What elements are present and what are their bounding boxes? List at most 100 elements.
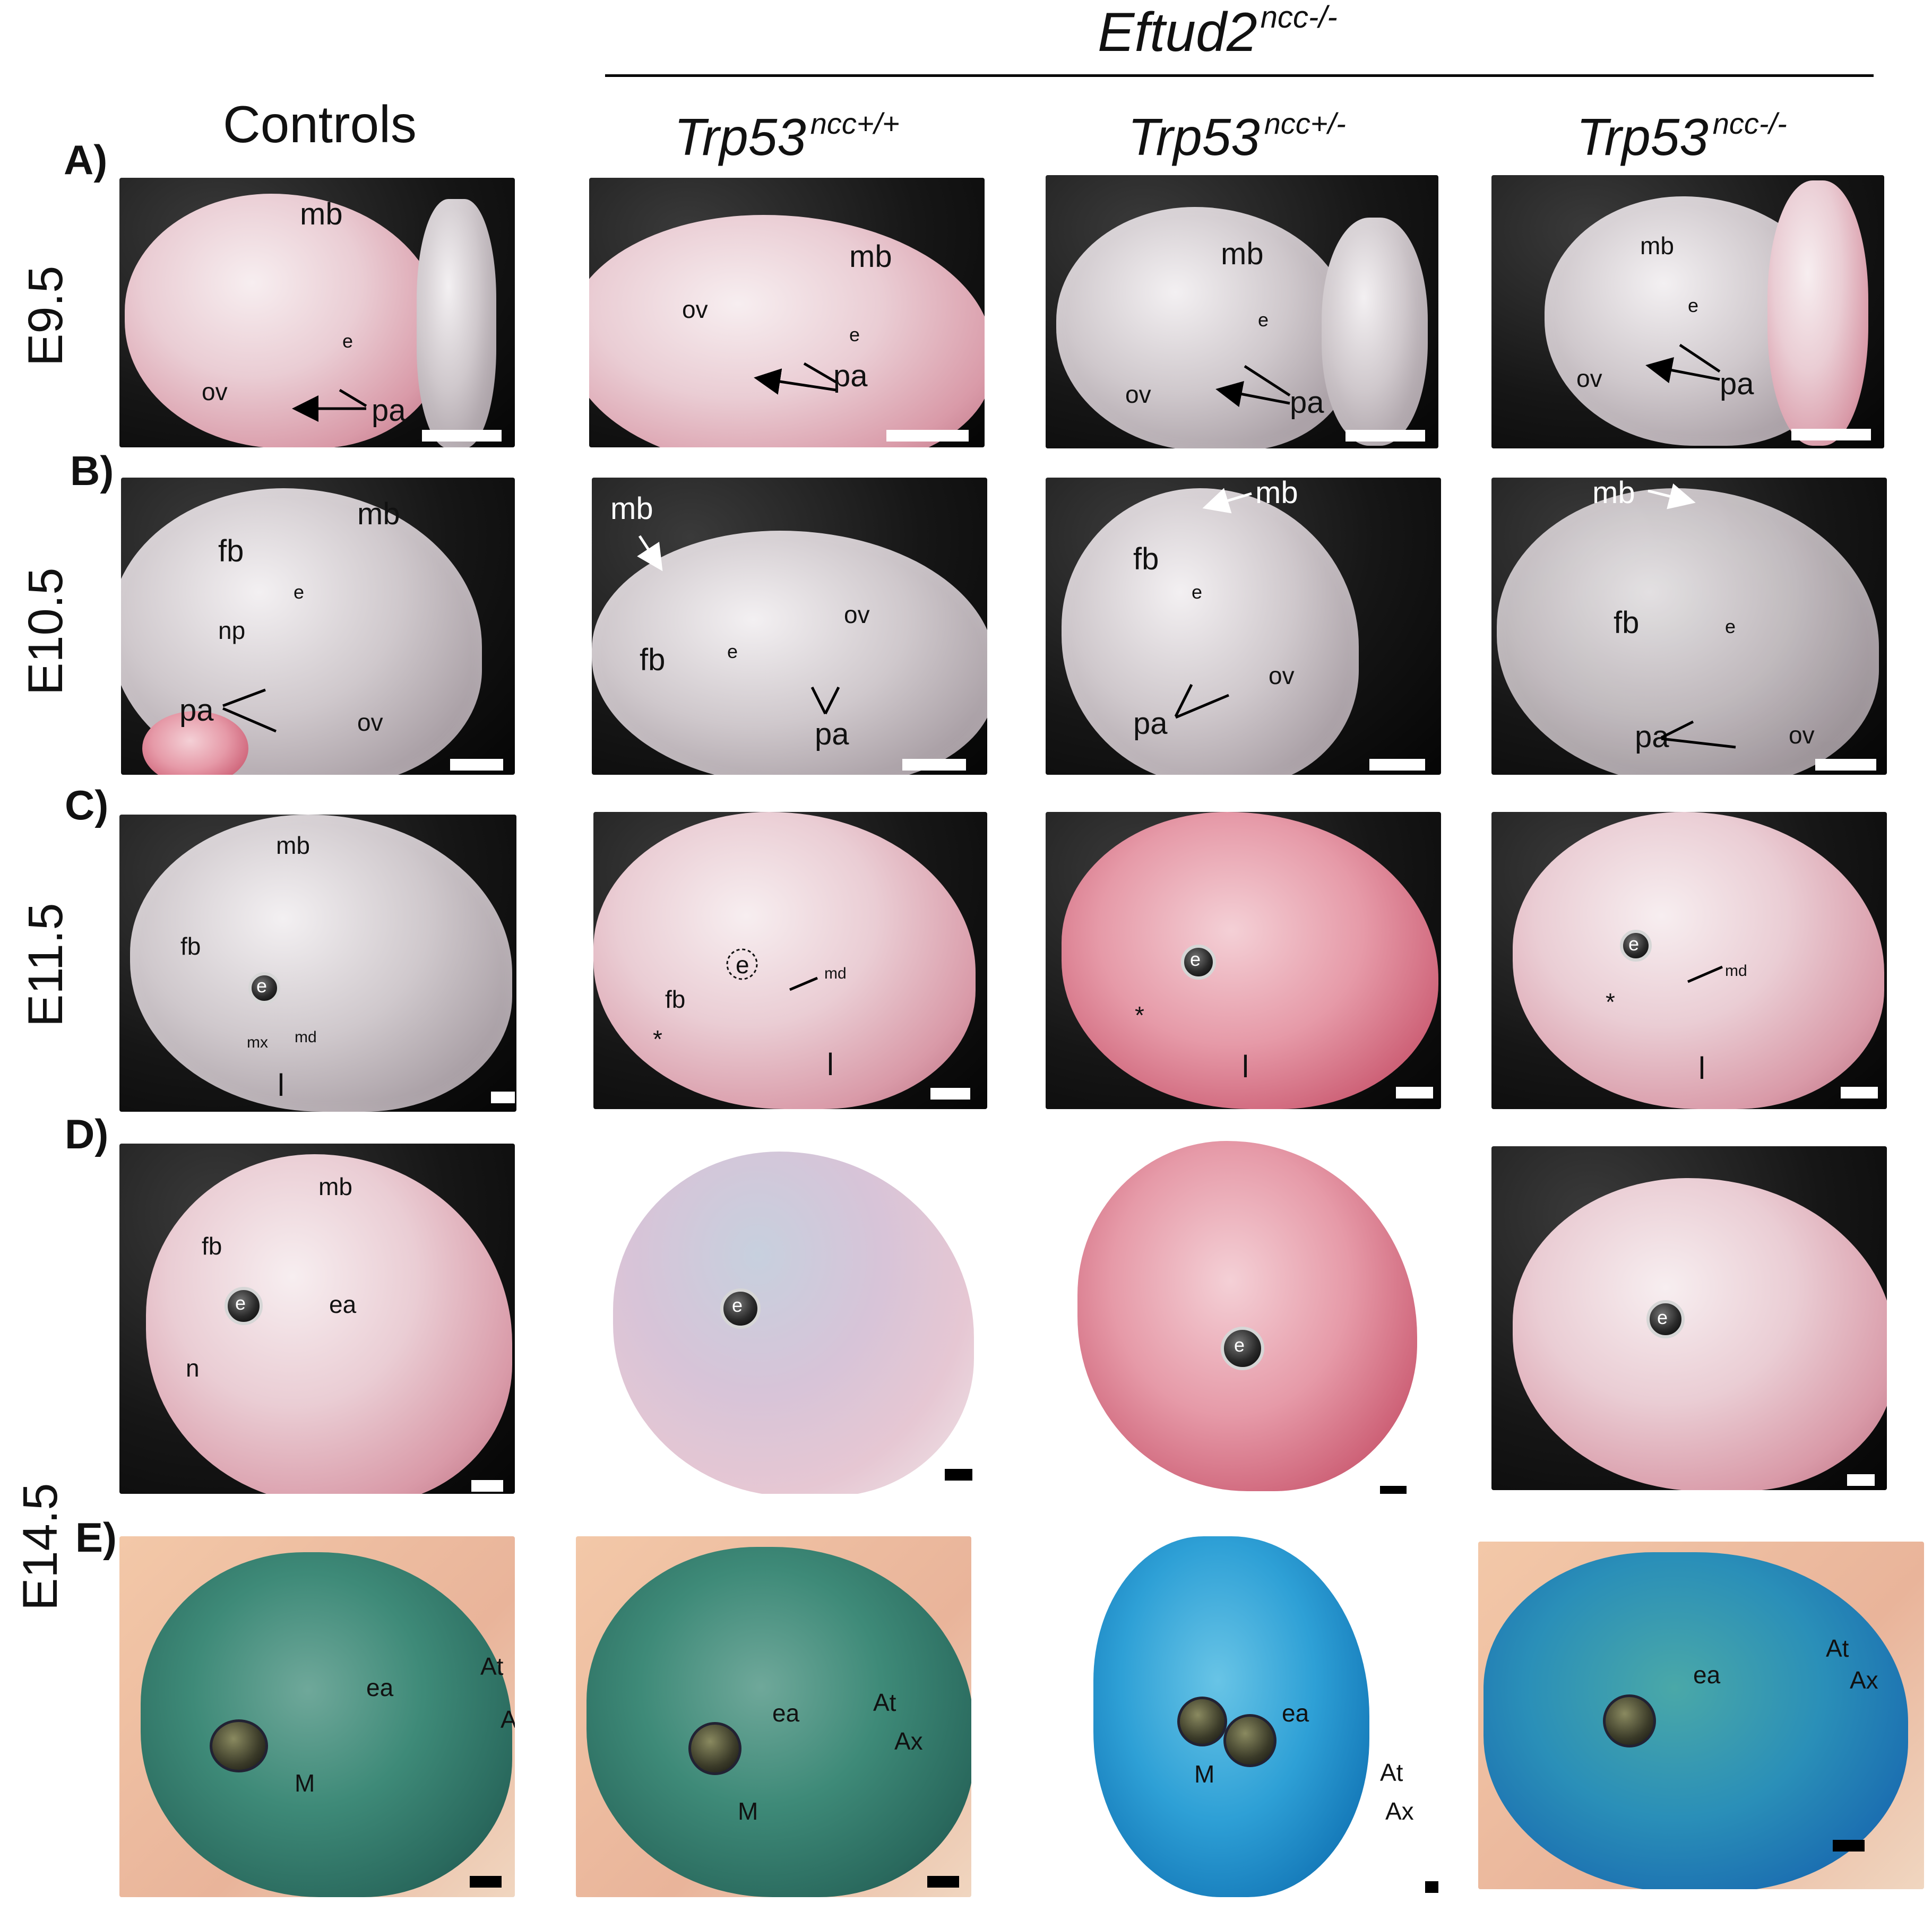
embryo: [130, 815, 512, 1112]
scale-bar: [470, 1876, 502, 1888]
panel-c-controls: mb fb e mx md l: [119, 815, 516, 1112]
scale-bar: [1833, 1840, 1865, 1852]
label-fb: fb: [218, 534, 244, 568]
panel-b-ncc-mm: mb fb e pa ov: [1491, 478, 1887, 775]
eye-right: [1223, 1714, 1276, 1767]
scale-bar: [450, 759, 503, 771]
label-ov: ov: [1576, 365, 1602, 392]
heart: [142, 711, 248, 775]
label-fb: fb: [1614, 605, 1640, 640]
column-title-ncc-mm: Trp53 ncc-/-: [1576, 107, 1787, 166]
embryo: [589, 215, 985, 447]
scale-bar: [927, 1876, 959, 1888]
row-letter-c: C): [65, 782, 109, 828]
embryo: [613, 1152, 974, 1494]
scale-bar: [1425, 1881, 1438, 1893]
row-letter-e: E): [75, 1514, 117, 1561]
label-e: e: [1190, 948, 1201, 970]
label-M: M: [1194, 1760, 1215, 1788]
label-fb: fb: [665, 985, 686, 1013]
label-mx: mx: [247, 1034, 268, 1051]
panel-c-ncc-pm: e * l: [1046, 812, 1441, 1109]
scale-bar: [886, 430, 969, 442]
panel-b-controls: fb mb e np pa ov: [121, 478, 515, 775]
label-pa: pa: [833, 359, 868, 393]
label-Ax: Ax: [1850, 1666, 1878, 1694]
label-pa: pa: [372, 393, 406, 428]
label-n: n: [186, 1354, 200, 1382]
label-Ax: Ax: [501, 1706, 515, 1733]
scale-bar: [1847, 1474, 1875, 1486]
label-md: md: [1725, 962, 1747, 980]
label-mb: mb: [300, 197, 343, 231]
label-mb: mb: [1592, 478, 1635, 510]
label-e: e: [1688, 295, 1699, 316]
label-mb: mb: [357, 497, 400, 531]
embryo: [1513, 1178, 1887, 1490]
label-ov: ov: [202, 378, 228, 405]
eye: [248, 972, 280, 1004]
panel-e-ncc-pp: ea At Ax M: [576, 1536, 971, 1897]
embryo: [141, 1552, 512, 1897]
eye: [1221, 1327, 1264, 1370]
label-mb: mb: [318, 1173, 352, 1200]
embryo: [1497, 488, 1879, 775]
eye: [1620, 930, 1652, 962]
label-pa: pa: [815, 717, 849, 751]
embryo: [1062, 488, 1359, 775]
eye: [225, 1287, 263, 1325]
label-np: np: [218, 617, 246, 644]
embryo: [1093, 1536, 1369, 1897]
panel-d-ncc-pp: e: [592, 1141, 987, 1494]
scale-bar: [945, 1469, 972, 1481]
label-ov: ov: [1125, 380, 1151, 408]
label-e: e: [1258, 309, 1269, 331]
panel-a-controls: mb e ov pa: [119, 178, 515, 447]
label-e: e: [256, 975, 268, 997]
scale-bar: [1369, 759, 1425, 771]
panel-e-controls: ea At Ax M: [119, 1536, 515, 1897]
row-letter-b: B): [70, 447, 114, 494]
label-e: e: [1628, 933, 1640, 955]
label-pa: pa: [179, 693, 214, 728]
label-pa: pa: [1133, 706, 1168, 741]
row-letter-a: A): [64, 136, 108, 183]
column-title-ncc-pp: Trp53 ncc+/+: [674, 107, 900, 166]
label-asterisk: *: [1606, 988, 1615, 1016]
group-title-text: Eftud2: [1098, 2, 1257, 63]
label-ov: ov: [357, 708, 383, 736]
scale-bar: [930, 1088, 970, 1100]
label-md: md: [824, 965, 847, 982]
label-At: At: [873, 1689, 896, 1716]
label-ov: ov: [1269, 662, 1295, 689]
column-title-controls: Controls: [223, 95, 417, 153]
label-M: M: [295, 1769, 315, 1797]
embryo: [593, 812, 976, 1109]
dashed-circle: [726, 948, 758, 980]
eye-left: [1177, 1697, 1227, 1746]
label-fb: fb: [180, 932, 201, 960]
panel-a-ncc-mm: mb e ov pa: [1491, 175, 1884, 448]
label-fb: fb: [640, 643, 666, 677]
panel-a-ncc-pp: mb ov e pa: [589, 178, 985, 447]
label-e: e: [235, 1292, 246, 1314]
label-l: l: [1698, 1051, 1705, 1086]
label-At: At: [480, 1653, 504, 1680]
embryo: [1056, 207, 1353, 448]
embryo: [1484, 1552, 1908, 1889]
row-letter-d: D): [65, 1111, 109, 1157]
panel-c-ncc-mm: e md * l: [1491, 812, 1887, 1109]
label-At: At: [1826, 1634, 1849, 1662]
label-ea: ea: [366, 1674, 394, 1701]
label-mb: mb: [849, 239, 892, 274]
scale-bar: [1815, 759, 1876, 771]
scale-bar: [1841, 1087, 1878, 1098]
scale-bar: [491, 1092, 515, 1103]
label-e: e: [294, 581, 305, 603]
label-ea: ea: [329, 1291, 357, 1318]
panel-e-ncc-mm: ea At Ax: [1478, 1542, 1924, 1889]
scale-bar: [1791, 429, 1871, 440]
embryo-tail: [417, 199, 496, 447]
label-M: M: [738, 1797, 758, 1825]
